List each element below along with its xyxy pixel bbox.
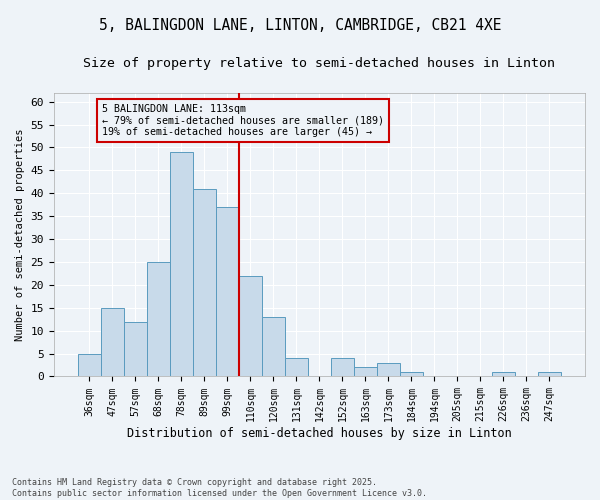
Bar <box>170 152 193 376</box>
Text: 5 BALINGDON LANE: 113sqm
← 79% of semi-detached houses are smaller (189)
19% of : 5 BALINGDON LANE: 113sqm ← 79% of semi-d… <box>102 104 384 137</box>
Bar <box>239 276 262 376</box>
Bar <box>538 372 561 376</box>
Bar <box>400 372 423 376</box>
Bar <box>193 188 216 376</box>
Bar <box>147 262 170 376</box>
Text: 5, BALINGDON LANE, LINTON, CAMBRIDGE, CB21 4XE: 5, BALINGDON LANE, LINTON, CAMBRIDGE, CB… <box>99 18 501 32</box>
Bar <box>492 372 515 376</box>
Bar <box>331 358 354 376</box>
Bar <box>216 207 239 376</box>
Bar <box>377 362 400 376</box>
X-axis label: Distribution of semi-detached houses by size in Linton: Distribution of semi-detached houses by … <box>127 427 512 440</box>
Bar <box>78 354 101 376</box>
Bar <box>285 358 308 376</box>
Y-axis label: Number of semi-detached properties: Number of semi-detached properties <box>15 128 25 340</box>
Bar <box>262 317 285 376</box>
Bar <box>354 368 377 376</box>
Bar <box>101 308 124 376</box>
Text: Contains HM Land Registry data © Crown copyright and database right 2025.
Contai: Contains HM Land Registry data © Crown c… <box>12 478 427 498</box>
Bar <box>124 322 147 376</box>
Title: Size of property relative to semi-detached houses in Linton: Size of property relative to semi-detach… <box>83 58 556 70</box>
